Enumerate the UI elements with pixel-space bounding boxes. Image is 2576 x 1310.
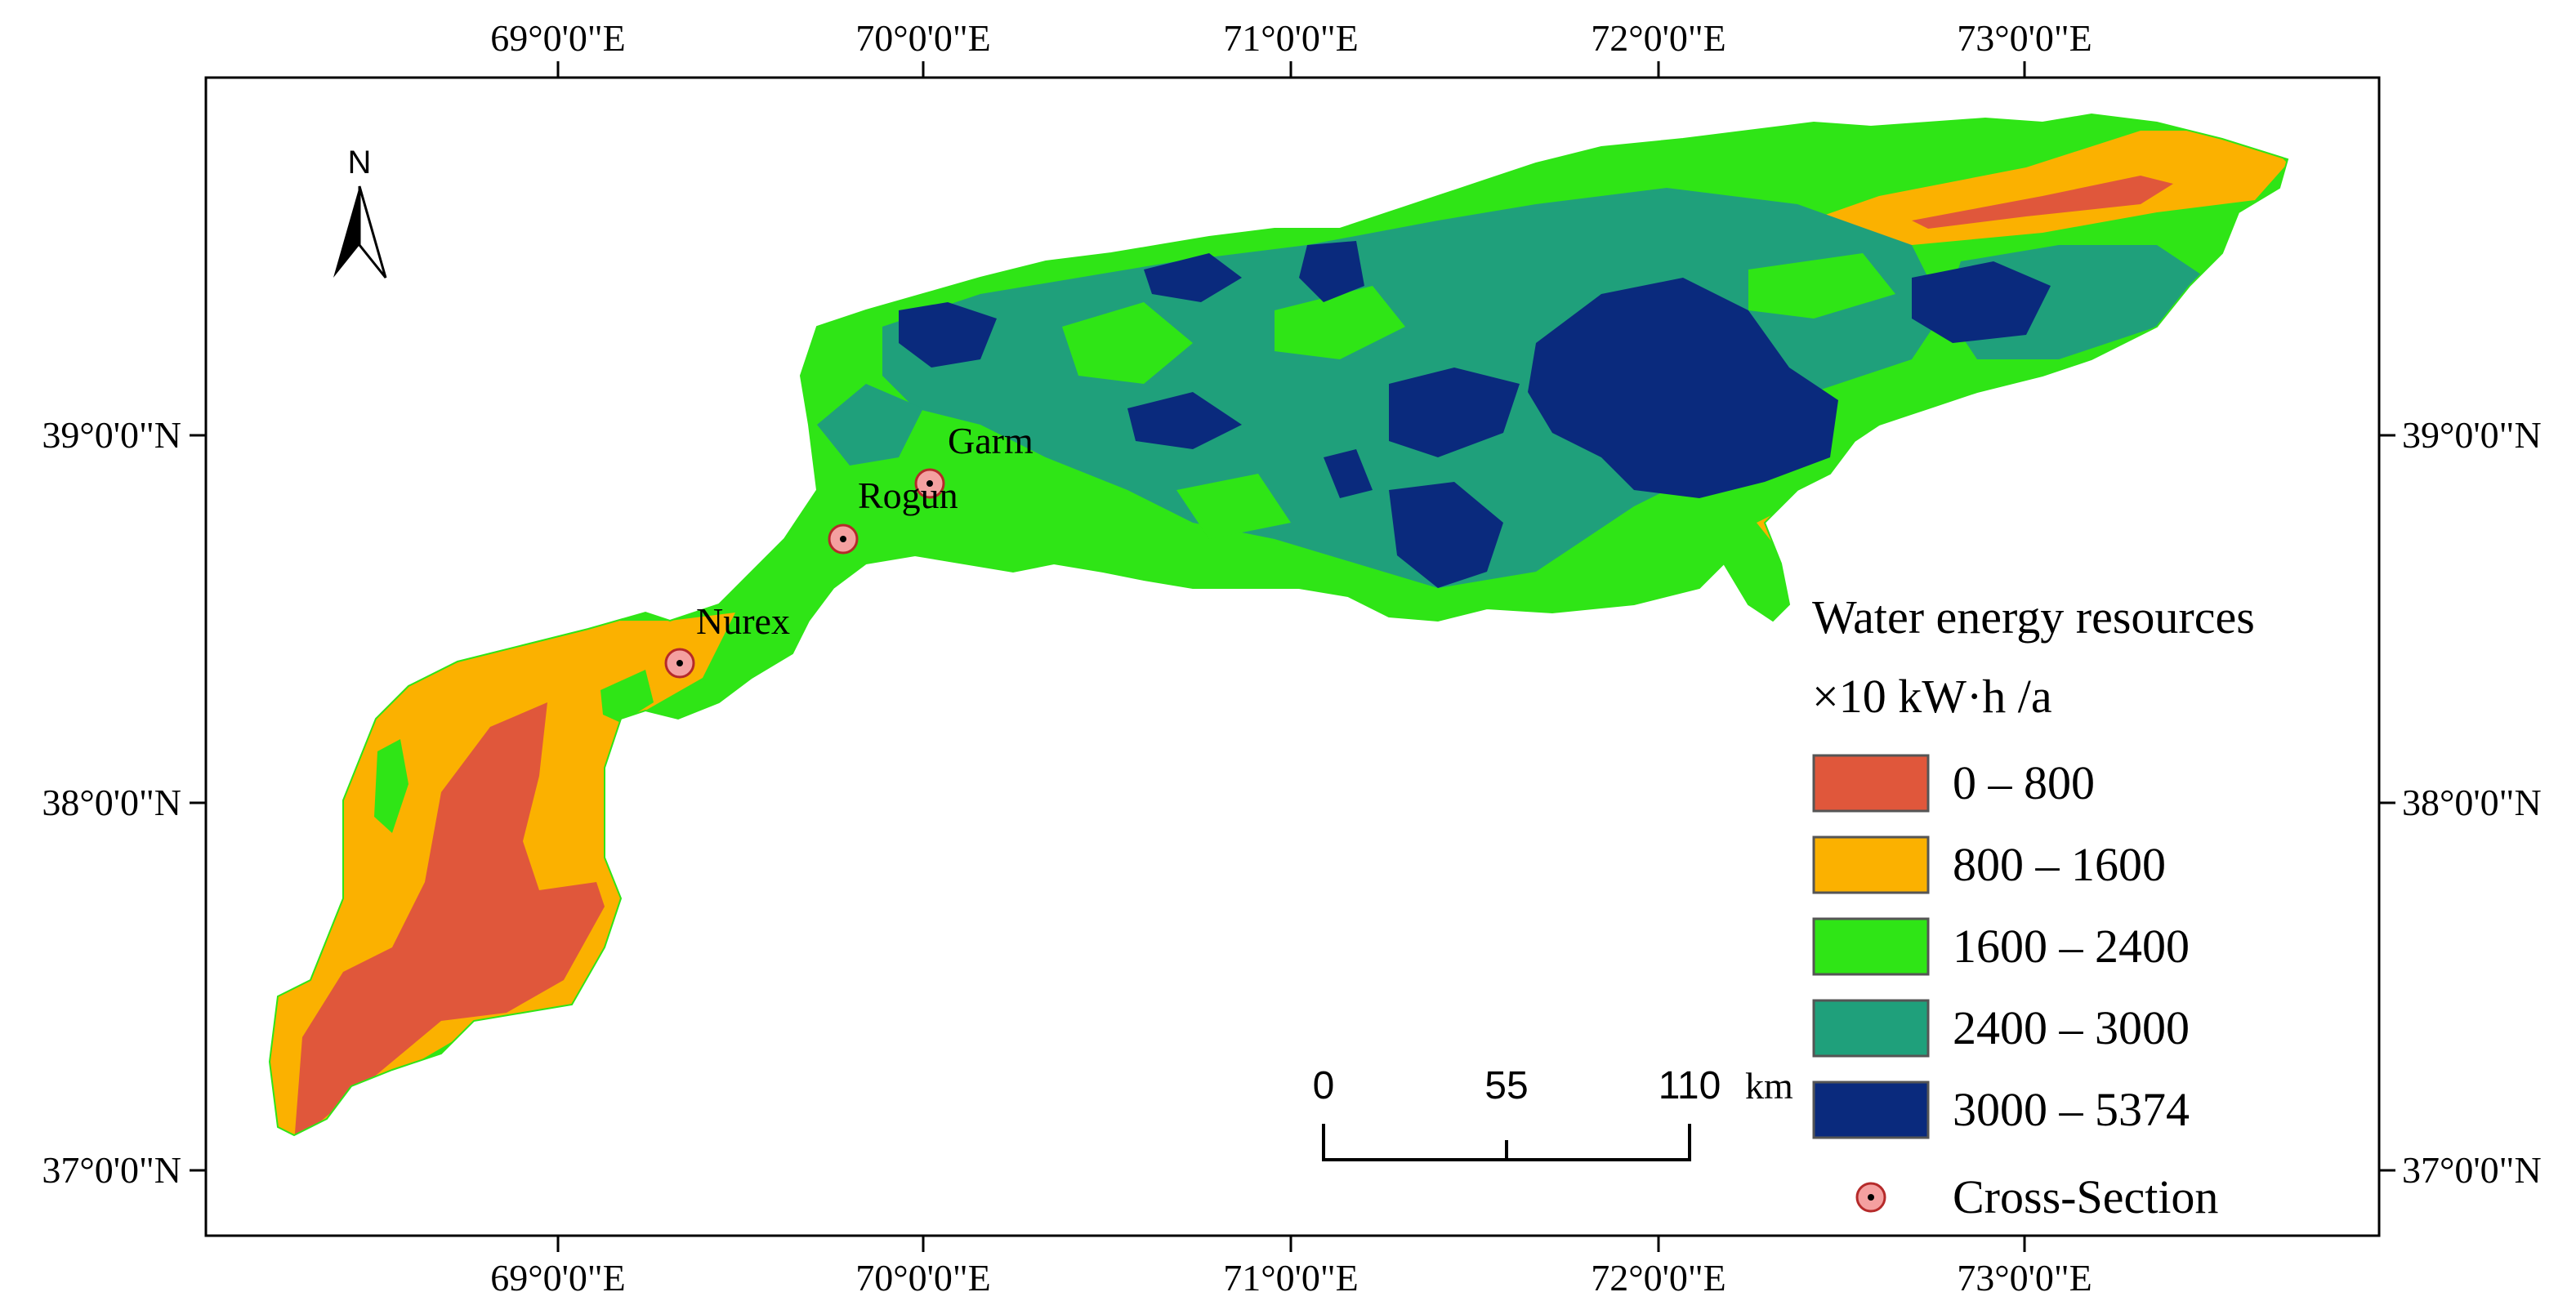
zone-1600-2400-southwest-patch <box>374 739 408 833</box>
zone-3000-5374-east <box>1912 261 2051 343</box>
cross-section-markers: Garm Rogun Nurex <box>664 420 1034 679</box>
legend: Water energy resources ×10 kW·h /a 0 – 8… <box>1812 590 2255 1223</box>
zone-2400-3000-west <box>817 384 923 466</box>
zone-3000-5374-center <box>1528 278 1838 498</box>
zone-3000-5374-south <box>1389 482 1503 588</box>
site-label-rogun: Rogun <box>858 475 958 516</box>
zone-1600-2400-inner-1 <box>1062 302 1193 384</box>
legend-swatch-1600-2400 <box>1812 917 1930 976</box>
bottom-longitude-labels: 69°0'0"E 70°0'0"E 71°0'0"E 72°0'0"E 73°0… <box>490 1257 2092 1299</box>
lat-label-left-38: 38°0'0"N <box>42 782 181 823</box>
scale-label-110: 110 <box>1659 1064 1721 1107</box>
lon-label-bottom-70: 70°0'0"E <box>855 1257 991 1299</box>
zone-3000-5374-center-west <box>1389 368 1520 457</box>
lon-label-top-70: 70°0'0"E <box>855 17 991 59</box>
north-arrow: N <box>333 145 387 278</box>
zone-1600-2400-inner-3 <box>1748 253 1895 319</box>
legend-label-800-1600: 800 – 1600 <box>1953 838 2166 891</box>
site-label-nurex: Nurex <box>696 600 790 642</box>
lon-label-bottom-69: 69°0'0"E <box>490 1257 626 1299</box>
lon-label-top-72: 72°0'0"E <box>1591 17 1726 59</box>
zone-3000-5374-west <box>1127 392 1242 449</box>
cross-section-rogun: Rogun <box>828 475 958 555</box>
lat-label-left-37: 37°0'0"N <box>42 1149 181 1191</box>
right-latitude-labels: 39°0'0"N 38°0'0"N 37°0'0"N <box>2402 414 2542 1191</box>
legend-swatch-2400-3000 <box>1812 999 1930 1058</box>
lon-label-bottom-73: 73°0'0"E <box>1957 1257 2092 1299</box>
legend-label-0-800: 0 – 800 <box>1953 756 2095 809</box>
lat-label-left-39: 39°0'0"N <box>42 414 181 456</box>
site-label-garm: Garm <box>948 420 1034 461</box>
north-arrow-icon <box>333 186 359 278</box>
graticule-ticks <box>190 61 2395 1252</box>
legend-swatch-0-800 <box>1812 754 1930 813</box>
scale-unit: km <box>1745 1065 1793 1107</box>
lat-label-right-38: 38°0'0"N <box>2402 782 2542 823</box>
map-frame <box>204 76 2381 1237</box>
lon-label-top-69: 69°0'0"E <box>490 17 626 59</box>
lon-label-top-71: 71°0'0"E <box>1223 17 1359 59</box>
zone-0-800-northeast <box>1912 176 2173 229</box>
zone-1600-2400-inner-2 <box>1275 286 1405 359</box>
left-latitude-labels: 39°0'0"N 38°0'0"N 37°0'0"N <box>42 414 181 1191</box>
legend-label-2400-3000: 2400 – 3000 <box>1953 1001 2190 1054</box>
legend-label-3000-5374: 3000 – 5374 <box>1953 1083 2190 1136</box>
basin-outline <box>268 113 2289 1137</box>
scale-label-55: 55 <box>1484 1064 1528 1107</box>
zone-3000-5374-north-2 <box>1299 241 1364 302</box>
lon-label-bottom-71: 71°0'0"E <box>1223 1257 1359 1299</box>
cross-section-garm: Garm <box>914 420 1034 499</box>
lat-label-right-37: 37°0'0"N <box>2402 1149 2542 1191</box>
legend-title: Water energy resources <box>1812 590 2255 644</box>
legend-swatch-800-1600 <box>1812 835 1930 894</box>
scale-label-0: 0 <box>1313 1064 1335 1107</box>
lat-label-right-39: 39°0'0"N <box>2402 414 2542 456</box>
cross-section-nurex: Nurex <box>664 600 790 679</box>
legend-swatch-3000-5374 <box>1812 1081 1930 1139</box>
legend-label-cross-section: Cross-Section <box>1953 1170 2218 1223</box>
scale-bar: 0 55 110 km <box>1313 1064 1793 1161</box>
legend-units: ×10 kW·h /a <box>1812 670 2052 723</box>
zone-3000-5374-southwest <box>1324 449 1373 498</box>
basin-map <box>270 114 2288 1135</box>
zone-3000-5374-northwest <box>899 302 997 368</box>
legend-label-1600-2400: 1600 – 2400 <box>1953 920 2190 973</box>
zone-1600-2400-nurex-patch <box>600 670 654 723</box>
zone-3000-5374-north-1 <box>1144 253 1242 302</box>
lon-label-top-73: 73°0'0"E <box>1957 17 2092 59</box>
zone-0-800-southwest <box>294 702 605 1135</box>
top-longitude-labels: 69°0'0"E 70°0'0"E 71°0'0"E 72°0'0"E 73°0… <box>490 17 2092 59</box>
lon-label-bottom-72: 72°0'0"E <box>1591 1257 1726 1299</box>
north-arrow-label: N <box>348 145 372 180</box>
zone-1600-2400-inner-4 <box>1176 474 1291 539</box>
